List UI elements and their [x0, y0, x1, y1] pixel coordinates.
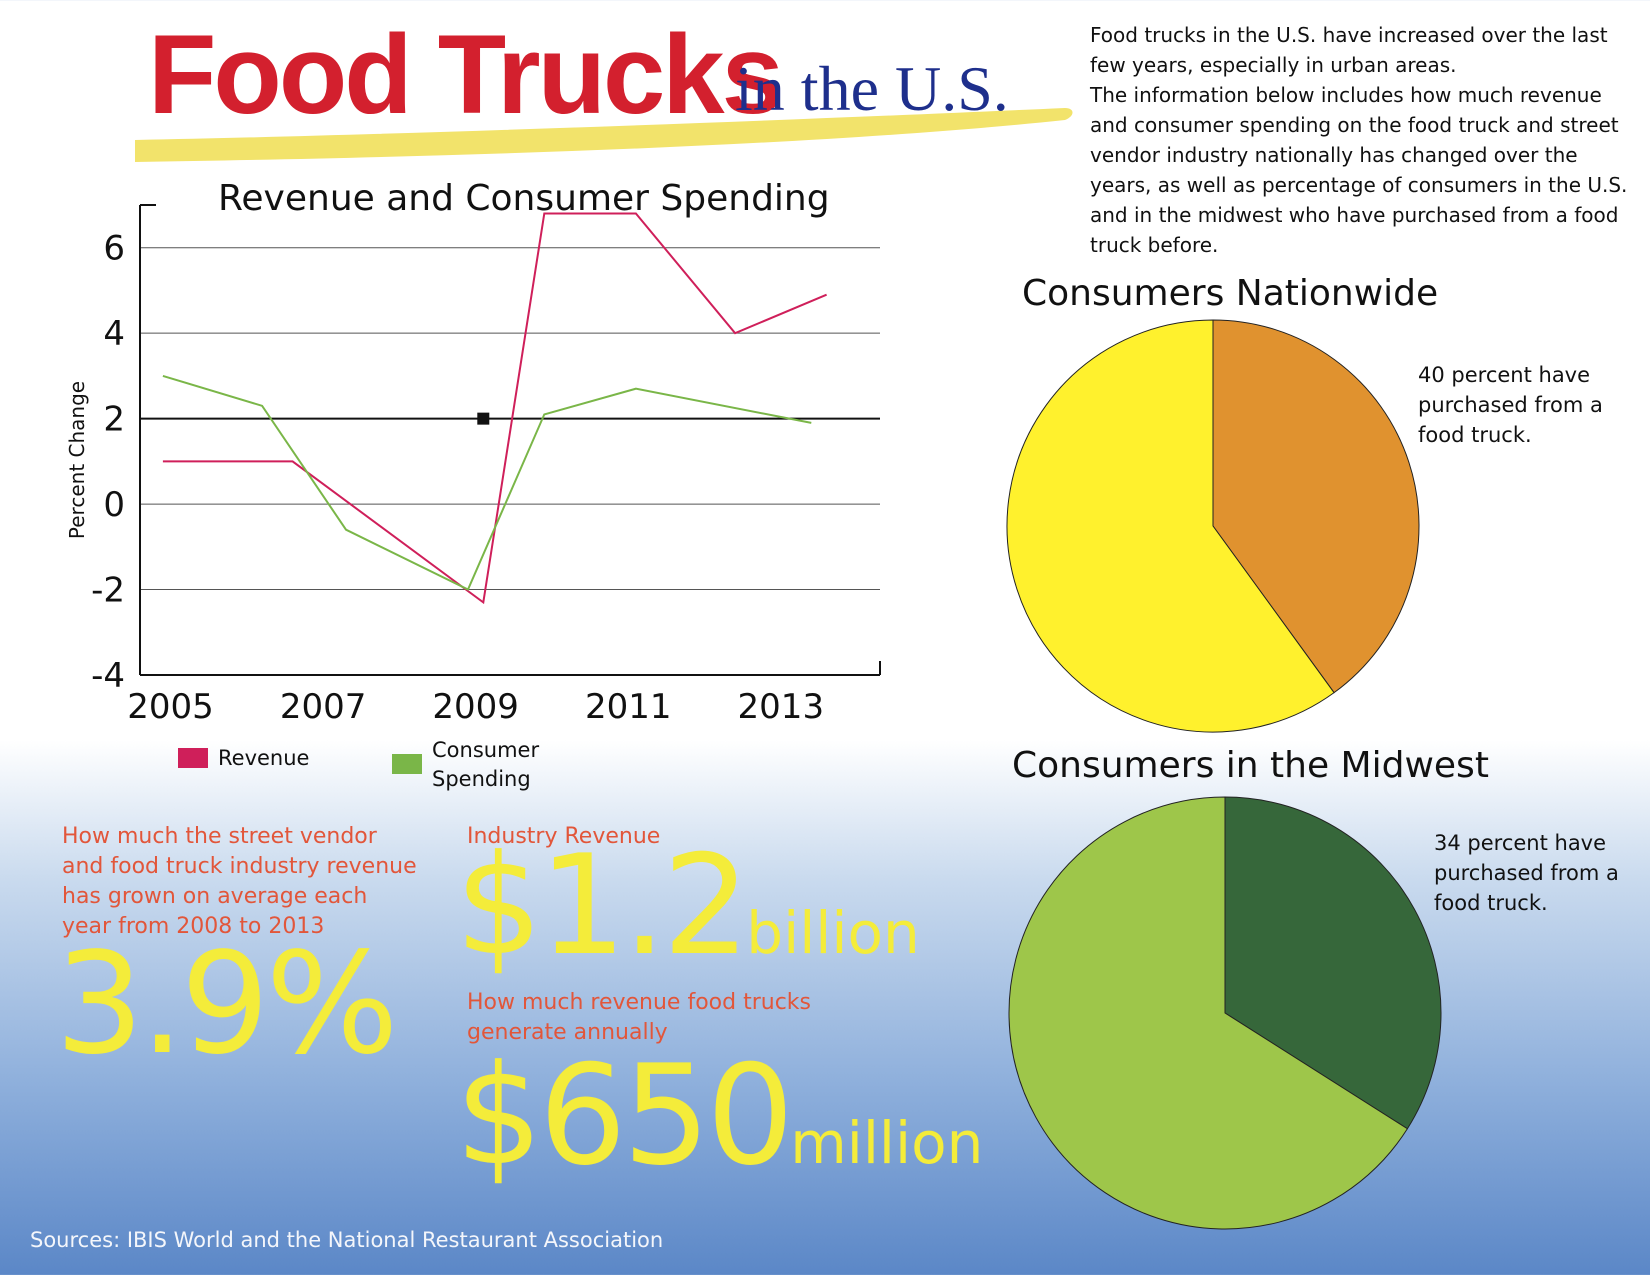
line-chart-title: Revenue and Consumer Spending: [218, 178, 830, 219]
midwest-pie-chart: [1008, 796, 1442, 1230]
legend-label-revenue: Revenue: [218, 746, 310, 770]
legend-swatch-revenue: [178, 748, 208, 768]
y-tick-label: 4: [103, 314, 125, 354]
chart-marker: [477, 412, 490, 425]
intro-paragraph-2: The information below includes how much …: [1090, 83, 1628, 257]
growth-label: How much the street vendor and food truc…: [62, 824, 417, 939]
x-tick-label: 2011: [585, 687, 672, 727]
y-tick-label: -2: [91, 571, 125, 611]
intro-paragraph-1: Food trucks in the U.S. have increased o…: [1090, 23, 1608, 77]
legend-swatch-consumer-spending: [392, 754, 422, 774]
nationwide-pie-note: 40 percent have purchased from a food tr…: [1418, 363, 1603, 447]
x-tick-label: 2013: [738, 687, 825, 727]
nationwide-slice-purchased: [1212, 319, 1420, 694]
industry-revenue-amount: $1.2: [455, 825, 750, 986]
industry-revenue-unit: billion: [746, 899, 920, 967]
sources-footer: Sources: IBIS World and the National Res…: [30, 1228, 664, 1252]
y-tick-label: 6: [103, 229, 125, 269]
y-axis-label: Percent Change: [65, 381, 89, 539]
food-truck-revenue-unit: million: [790, 1109, 984, 1177]
nationwide-slice-not-purchased: [1006, 319, 1335, 733]
food-truck-revenue-value: $650million: [455, 1046, 983, 1213]
series-line-revenue: [162, 212, 827, 605]
food-truck-revenue-label: How much revenue food trucks generate an…: [467, 990, 811, 1045]
industry-revenue-value: $1.2billion: [455, 836, 920, 1003]
legend-label-consumer-spending: Consumer Spending: [432, 738, 540, 791]
midwest-pie-title: Consumers in the Midwest: [1012, 745, 1489, 786]
midwest-slice-purchased: [1224, 796, 1442, 1130]
growth-value: 3.9%: [55, 923, 399, 1086]
x-tick-label: 2005: [127, 687, 214, 727]
y-tick-label: 2: [103, 400, 125, 440]
series-line-consumer-spending: [162, 374, 812, 591]
page-title: Food Trucks: [148, 12, 784, 137]
y-tick-label: 0: [103, 485, 125, 525]
nationwide-pie-chart: [1006, 319, 1420, 733]
food-truck-revenue-amount: $650: [455, 1035, 794, 1196]
midwest-slice-not-purchased: [1008, 796, 1409, 1230]
x-tick-label: 2009: [432, 687, 519, 727]
intro-text: Food trucks in the U.S. have increased o…: [1090, 20, 1630, 260]
title-swoosh: [135, 108, 1073, 162]
nationwide-pie-title: Consumers Nationwide: [1022, 273, 1439, 314]
industry-revenue-label: Industry Revenue: [467, 824, 661, 849]
y-tick-label: -4: [91, 656, 125, 696]
midwest-pie-note: 34 percent have purchased from a food tr…: [1434, 831, 1619, 915]
page-subtitle: in the U.S.: [735, 53, 1009, 124]
x-tick-label: 2007: [280, 687, 367, 727]
